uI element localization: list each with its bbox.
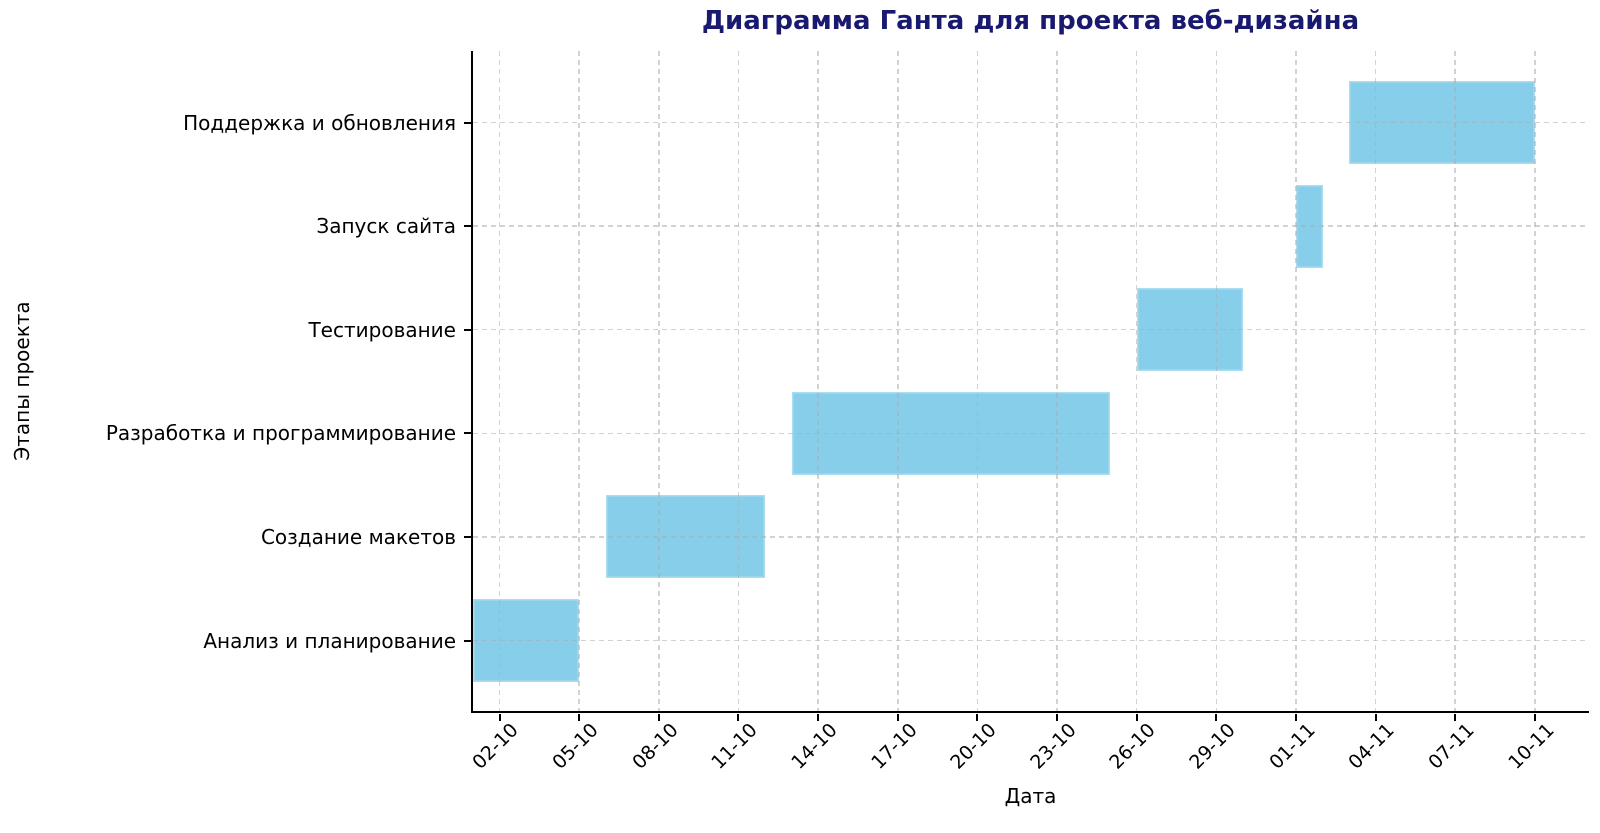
- x-gridline: [1295, 51, 1297, 712]
- y-tick-label: Создание макетов: [260, 524, 456, 549]
- y-tick-label: Тестирование: [308, 317, 456, 342]
- x-tick-label: 17-10: [866, 719, 922, 774]
- x-tick: [976, 714, 979, 721]
- x-tick-label: 23-10: [1026, 719, 1081, 774]
- x-gridline: [658, 51, 660, 712]
- y-gridline: [473, 225, 1588, 227]
- y-axis-spine: [470, 51, 473, 713]
- x-tick-label: 01-11: [1264, 719, 1320, 774]
- x-tick: [498, 714, 501, 721]
- x-tick: [1454, 714, 1457, 721]
- x-tick-label: 11-10: [707, 719, 763, 774]
- x-tick: [657, 714, 660, 721]
- y-tick-label: Запуск сайта: [316, 214, 456, 239]
- x-gridline: [1374, 51, 1377, 712]
- x-tick-label: 20-10: [946, 719, 1001, 774]
- x-gridline: [737, 51, 740, 712]
- x-tick: [896, 714, 899, 721]
- x-gridline: [1056, 51, 1058, 712]
- x-tick: [1215, 714, 1218, 721]
- x-gridline: [498, 51, 501, 712]
- x-tick: [817, 714, 820, 721]
- x-gridline: [578, 51, 580, 712]
- x-tick: [1294, 714, 1297, 721]
- y-gridline: [473, 639, 1588, 642]
- x-gridline: [1534, 51, 1536, 712]
- y-tick-label: Разработка и программирование: [105, 421, 456, 446]
- x-tick: [578, 714, 581, 721]
- y-tick: [463, 225, 473, 228]
- x-tick-label: 07-11: [1424, 719, 1479, 774]
- x-tick: [1374, 714, 1377, 721]
- y-gridline: [473, 536, 1588, 538]
- x-tick: [1533, 714, 1536, 721]
- x-axis-title: Дата: [1004, 784, 1057, 808]
- x-tick-label: 02-10: [468, 719, 524, 774]
- x-gridline: [896, 51, 899, 712]
- x-tick-label: 04-11: [1344, 719, 1400, 774]
- y-gridline: [473, 121, 1588, 124]
- y-tick: [463, 535, 473, 538]
- x-tick-label: 08-10: [627, 719, 683, 774]
- chart-title: Диаграмма Ганта для проекта веб-дизайна: [701, 6, 1360, 36]
- x-tick-label: 29-10: [1185, 719, 1240, 774]
- x-tick-label: 14-10: [787, 719, 842, 774]
- y-tick: [463, 639, 473, 642]
- x-gridline: [1454, 51, 1457, 712]
- x-tick: [1056, 714, 1059, 721]
- x-tick-label: 26-10: [1105, 719, 1161, 774]
- y-tick-label: Поддержка и обновления: [183, 110, 456, 135]
- y-tick: [463, 432, 473, 435]
- y-tick-label: Анализ и планирование: [203, 628, 456, 653]
- x-gridline: [1215, 51, 1218, 712]
- y-tick: [463, 328, 473, 331]
- x-tick-label: 05-10: [548, 719, 603, 774]
- x-gridline: [817, 51, 819, 712]
- x-tick-label: 10-11: [1503, 719, 1559, 774]
- x-axis-spine: [470, 710, 1589, 713]
- y-gridline: [473, 432, 1588, 435]
- x-tick: [1135, 714, 1138, 721]
- y-tick: [463, 121, 473, 124]
- x-gridline: [976, 51, 979, 712]
- y-gridline: [473, 328, 1588, 331]
- x-gridline: [1135, 51, 1138, 712]
- x-tick: [737, 714, 740, 721]
